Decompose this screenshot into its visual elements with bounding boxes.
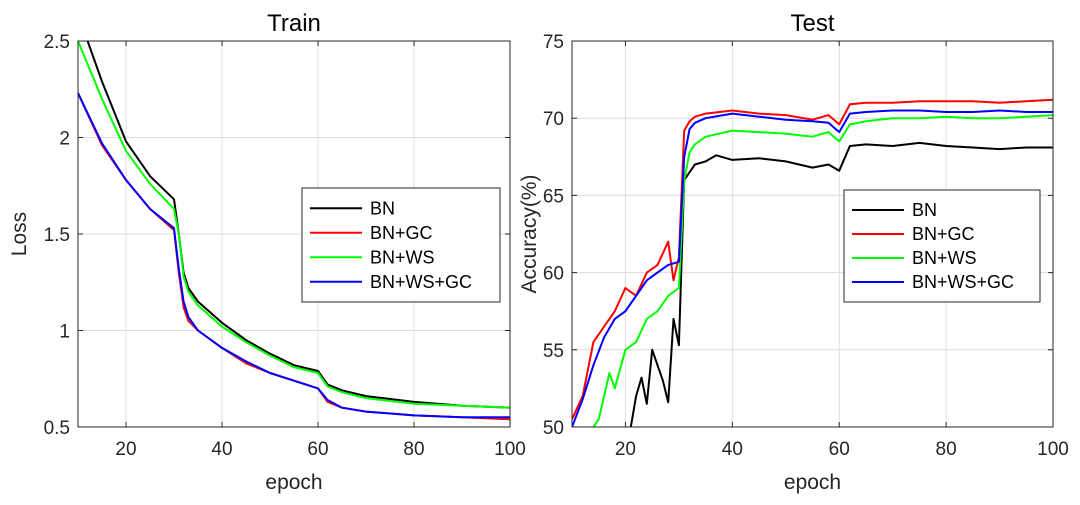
test-xlabel: epoch <box>784 471 841 494</box>
train-series-bn-ws-gc <box>78 92 510 419</box>
test-xtick-label: 40 <box>722 439 743 460</box>
train-xtick-label: 80 <box>403 439 424 460</box>
train-legend: BN BN+GC BN+WS BN+WS+GC <box>301 187 501 303</box>
train-chart: 20 40 60 80 1000.511.522.5TrainepochLossBNBN… <box>8 10 526 494</box>
test-ytick-label: 60 <box>543 264 564 285</box>
train-ytick-label: 1.5 <box>44 225 70 246</box>
test-series-bn-ws <box>592 114 1053 427</box>
test-legend-box <box>843 189 1041 303</box>
train-legend-box <box>301 187 501 303</box>
test-chart: 20 40 60 80 100 50 55 60 65 70 75 Test epoch Accuracy… <box>518 10 1069 494</box>
test-ylabel: Accuracy(%) <box>518 174 541 293</box>
test-xtick-label: 60 <box>829 439 850 460</box>
test-legend: BN BN+GC BN+WS BN+WS+GC <box>843 189 1041 303</box>
train-xtick-label: 20 <box>115 439 136 460</box>
train-ylabel: Loss <box>8 212 31 256</box>
train-legend-label: BN <box>370 198 395 218</box>
test-ytick-label: 70 <box>543 109 564 130</box>
test-legend-label: BN <box>912 200 937 220</box>
train-series-bn <box>86 41 510 409</box>
train-xlabel: epoch <box>265 471 322 494</box>
test-xtick-label: 20 <box>615 439 636 460</box>
test-series-bn-gc <box>572 98 1053 420</box>
test-ytick-label: 55 <box>543 341 564 362</box>
test-series-bn <box>629 141 1053 427</box>
test-legend-label: BN+WS <box>912 248 977 268</box>
train-ytick-label: 2 <box>59 129 70 150</box>
test-series-bn-ws-gc <box>572 109 1053 427</box>
train-legend-label: BN+WS+GC <box>370 272 472 292</box>
test-legend-label: BN+WS+GC <box>912 272 1014 292</box>
test-ytick-label: 50 <box>543 418 564 439</box>
train-ytick-label: 2.5 <box>44 32 70 53</box>
train-xtick-label: 40 <box>211 439 232 460</box>
test-ytick-label: 65 <box>543 186 564 207</box>
train-xtick-label: 100 <box>494 439 526 460</box>
train-legend-label: BN+WS <box>370 247 435 267</box>
test-xtick-label: 100 <box>1037 439 1069 460</box>
train-series-bn-ws <box>78 41 510 409</box>
train-ytick-label: 1 <box>59 322 70 343</box>
train-xtick-label: 60 <box>307 439 328 460</box>
test-axes-frame <box>571 40 1054 428</box>
test-xtick-label: 80 <box>936 439 957 460</box>
test-legend-label: BN+GC <box>912 224 975 244</box>
train-legend-label: BN+GC <box>370 223 433 243</box>
test-title: Test <box>790 10 834 37</box>
train-title: Train <box>267 10 321 37</box>
test-ytick-label: 75 <box>543 32 564 53</box>
train-ytick-label: 0.5 <box>44 418 70 439</box>
